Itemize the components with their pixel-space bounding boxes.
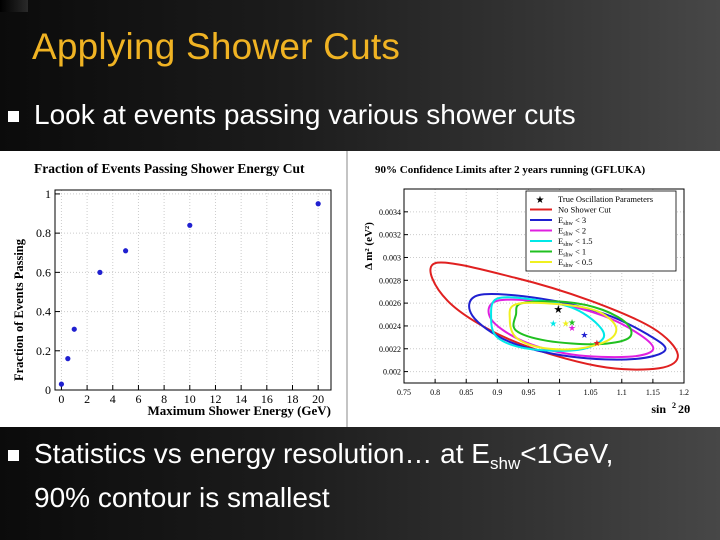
corner-shade bbox=[0, 0, 28, 12]
chart2-xlabel: sin bbox=[651, 402, 666, 416]
chart2-tick-label-y: 0.0022 bbox=[379, 345, 401, 354]
chart2-tick-label-x: 0.75 bbox=[397, 388, 411, 397]
chart2-bestfit-marker: ★ bbox=[568, 323, 576, 333]
chart1-point bbox=[58, 381, 65, 387]
chart2-contour bbox=[487, 298, 655, 359]
chart1-tick-label-x: 0 bbox=[58, 392, 64, 406]
chart2-tick-label-y: 0.002 bbox=[383, 368, 401, 377]
chart1-point bbox=[65, 356, 71, 362]
bullet2-text-post: <1GeV, bbox=[520, 438, 614, 469]
chart2-tick-label-y: 0.0024 bbox=[379, 322, 401, 331]
figure-panel: Fraction of Events Passing Shower Energy… bbox=[0, 151, 720, 427]
bullet-text-2: Statistics vs energy resolution… at Eshw… bbox=[34, 437, 613, 515]
chart2-tick-label-x: 0.95 bbox=[521, 388, 535, 397]
chart1-xlabel: Maximum Shower Energy (GeV) bbox=[147, 403, 331, 418]
chart2-title: 90% Confidence Limits after 2 years runn… bbox=[375, 164, 646, 176]
chart1-point bbox=[187, 222, 193, 228]
chart1-tick-label-x: 20 bbox=[312, 392, 324, 406]
chart2-bestfit-marker: ★ bbox=[580, 330, 588, 340]
chart2-legend-label: Eshw < 1 bbox=[558, 247, 586, 259]
chart1-point bbox=[71, 326, 77, 332]
chart2-tick-label-x: 1.15 bbox=[646, 388, 660, 397]
chart2-legend-star: ★ bbox=[536, 195, 545, 206]
chart1-frame bbox=[54, 189, 332, 391]
chart2-ylabel: Δ m² (eV²) bbox=[363, 222, 375, 270]
chart2-tick-label-x: 0.9 bbox=[492, 388, 502, 397]
chart2-contour bbox=[508, 301, 618, 351]
chart1-point bbox=[315, 201, 321, 207]
chart2-tick-label-y: 0.0028 bbox=[379, 276, 401, 285]
chart2-contour bbox=[512, 300, 633, 346]
chart2-tick-label-x: 1.2 bbox=[679, 388, 689, 397]
bullet2-line2: 90% contour is smallest bbox=[34, 482, 330, 513]
chart1-tick-label-x: 18 bbox=[286, 392, 298, 406]
chart2-tick-label-y: 0.0026 bbox=[379, 299, 401, 308]
chart1-tick-label-y: 0.4 bbox=[36, 305, 51, 319]
chart2-bestfit-marker: ★ bbox=[549, 319, 557, 329]
chart2-contour-group: ★★★★ ★★★ bbox=[429, 261, 679, 371]
chart1-ylabel: Fraction of Events Passing bbox=[12, 238, 26, 381]
chart1-tick-label-x: 10 bbox=[184, 392, 196, 406]
chart2-legend-label: No Shower Cut bbox=[558, 205, 612, 215]
chart2-tick-label-x: 0.8 bbox=[430, 388, 440, 397]
bullet-square-icon-2 bbox=[8, 450, 19, 461]
bullet2-text-pre: Statistics vs energy resolution… at E bbox=[34, 438, 490, 469]
chart2-tick-label-y: 0.003 bbox=[383, 253, 401, 262]
chart2-frame bbox=[403, 188, 685, 384]
slide-title: Applying Shower Cuts bbox=[32, 26, 401, 67]
chart1-tick-label-y: 0 bbox=[45, 383, 51, 397]
bullet-square-icon bbox=[8, 111, 19, 122]
chart2-tick-label-x: 1 bbox=[558, 388, 562, 397]
chart2-bestfit-marker: ★ bbox=[562, 319, 570, 329]
chart2-true-point-marker: ★ bbox=[553, 304, 563, 316]
chart1-point bbox=[123, 248, 129, 254]
chart1-tick-label-y: 0.8 bbox=[36, 226, 51, 240]
charts-svg: Fraction of Events Passing Shower Energy… bbox=[12, 151, 690, 427]
chart2-legend-label: Eshw < 1.5 bbox=[558, 236, 593, 248]
chart2-legend-label: Eshw < 0.5 bbox=[558, 257, 593, 269]
chart2-tick-label-x: 1.1 bbox=[617, 388, 627, 397]
chart1-tick-label-x: 14 bbox=[235, 392, 247, 406]
chart2-tick-label-x: 0.85 bbox=[459, 388, 473, 397]
bullet-text-1: Look at events passing various shower cu… bbox=[34, 99, 576, 130]
chart1-tick-label-x: 8 bbox=[161, 392, 167, 406]
chart2-bestfit-marker: ★ bbox=[593, 338, 601, 348]
chart2-xlabel-sup: 2 bbox=[672, 401, 676, 410]
chart1-tick-label-x: 12 bbox=[209, 392, 221, 406]
chart1-tick-label-x: 2 bbox=[84, 392, 90, 406]
chart1-title: Fraction of Events Passing Shower Energy… bbox=[34, 161, 305, 176]
chart2-legend-label: Eshw < 2 bbox=[558, 226, 586, 238]
chart1-point bbox=[97, 269, 103, 275]
chart2-legend-label: True Oscillation Parameters bbox=[558, 194, 653, 204]
chart2-legend-label: Eshw < 3 bbox=[558, 215, 586, 227]
chart2-xlabel-tail: 2θ bbox=[678, 402, 690, 416]
bullet2-subscript: shw bbox=[489, 454, 521, 473]
chart1-tick-label-x: 4 bbox=[110, 392, 116, 406]
chart2-tick-label-y: 0.0032 bbox=[379, 231, 401, 240]
chart1-tick-label-x: 16 bbox=[261, 392, 273, 406]
chart2-tick-label-x: 1.05 bbox=[584, 388, 598, 397]
chart1-tick-label-y: 0.2 bbox=[36, 344, 51, 358]
chart1-tick-label-y: 0.6 bbox=[36, 265, 51, 279]
chart2-bestfit-marker: ★ bbox=[568, 318, 576, 328]
chart2-tick-label-y: 0.0034 bbox=[379, 208, 401, 217]
chart1-tick-label-x: 6 bbox=[135, 392, 141, 406]
chart1-tick-label-y: 1 bbox=[45, 187, 51, 201]
